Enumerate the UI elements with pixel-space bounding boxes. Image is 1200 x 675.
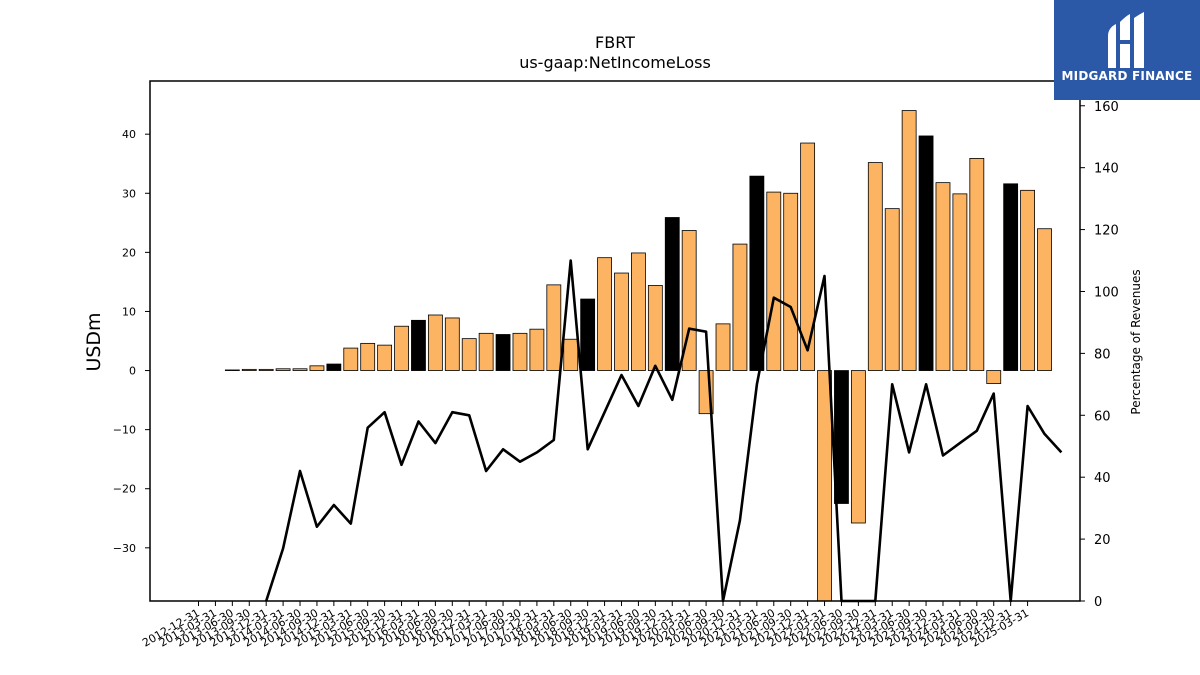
percentage-line <box>264 259 1063 603</box>
bar-6 <box>292 368 308 371</box>
bar-12 <box>394 325 409 371</box>
bar-39 <box>850 370 866 524</box>
bar-29 <box>681 230 697 371</box>
bar-28 <box>664 217 680 371</box>
bars-group <box>224 110 1052 602</box>
bar-9 <box>343 347 359 371</box>
y-tick-label: −30 <box>113 542 136 555</box>
bar-7 <box>309 365 325 371</box>
bar-5 <box>275 368 291 371</box>
x-axis: 2012-12-312013-03-312013-06-302013-09-30… <box>140 601 1031 650</box>
y-tick-label: 20 <box>122 246 136 259</box>
chart-subtitle: us-gaap:NetIncomeLoss <box>519 53 711 72</box>
bar-40 <box>867 162 883 371</box>
bar-27 <box>647 285 663 371</box>
bar-20 <box>529 328 545 371</box>
bar-17 <box>478 332 494 371</box>
bar-2 <box>224 369 240 371</box>
y-axis-right: 0 20 40 60 80 100 120 140 160 <box>1080 100 1119 610</box>
bar-3 <box>241 368 257 371</box>
bar-41 <box>884 208 900 371</box>
bar-48 <box>1003 183 1019 371</box>
bar-26 <box>631 252 646 371</box>
logo-text: MIDGARD FINANCE <box>1061 69 1193 83</box>
bar-24 <box>597 257 612 371</box>
y2-tick-label: 0 <box>1094 595 1102 610</box>
plot-frame <box>149 80 1081 602</box>
bar-44 <box>935 182 951 371</box>
y2-axis-label: Percentage of Revenues <box>1129 269 1143 414</box>
y-tick-label: 0 <box>129 365 136 378</box>
bar-33 <box>749 175 765 371</box>
y2-tick-label: 160 <box>1094 100 1119 115</box>
bar-49 <box>1020 189 1035 371</box>
bar-15 <box>444 317 460 371</box>
bar-50 <box>1037 228 1052 371</box>
line-group <box>264 259 1063 603</box>
y2-tick-label: 80 <box>1094 347 1111 362</box>
bar-22 <box>563 338 579 371</box>
y2-tick-label: 20 <box>1094 533 1111 548</box>
bar-31 <box>715 323 731 371</box>
y2-tick-label: 60 <box>1094 409 1111 424</box>
bar-37 <box>817 370 832 602</box>
bar-8 <box>326 363 342 371</box>
bar-34 <box>766 191 782 371</box>
bar-14 <box>427 314 443 371</box>
bar-47 <box>986 370 1002 384</box>
bar-35 <box>783 192 799 371</box>
bar-46 <box>969 158 985 371</box>
y-tick-label: 40 <box>122 128 136 141</box>
y-tick-label: 30 <box>122 187 136 200</box>
bar-10 <box>360 342 376 371</box>
y-tick-label: −20 <box>113 483 136 496</box>
y-tick-label: 10 <box>122 305 136 318</box>
bar-4 <box>258 368 274 371</box>
bar-45 <box>952 193 968 371</box>
bar-18 <box>495 334 511 371</box>
bar-16 <box>461 338 477 371</box>
chart-title: FBRT <box>595 33 635 52</box>
midgard-finance-logo: MIDGARD FINANCE <box>1054 0 1200 100</box>
bar-38 <box>834 370 849 504</box>
y2-tick-label: 120 <box>1094 224 1119 239</box>
midgard-logo-icon <box>1108 12 1144 68</box>
bar-25 <box>614 272 629 371</box>
bar-13 <box>411 319 426 371</box>
bar-11 <box>377 344 393 371</box>
bar-19 <box>512 332 528 371</box>
y-tick-label: −10 <box>113 424 136 437</box>
bar-36 <box>800 142 816 371</box>
bar-21 <box>546 284 562 371</box>
bar-42 <box>901 110 917 371</box>
y2-tick-label: 140 <box>1094 162 1119 177</box>
bar-32 <box>732 243 748 371</box>
y-axis-left: −30 −20 −10 0 10 20 30 40 <box>113 128 150 555</box>
y2-tick-label: 100 <box>1094 285 1119 300</box>
bar-23 <box>580 298 596 371</box>
y-axis-label: USDm <box>83 312 105 371</box>
bar-43 <box>918 135 934 371</box>
y2-tick-label: 40 <box>1094 471 1111 486</box>
